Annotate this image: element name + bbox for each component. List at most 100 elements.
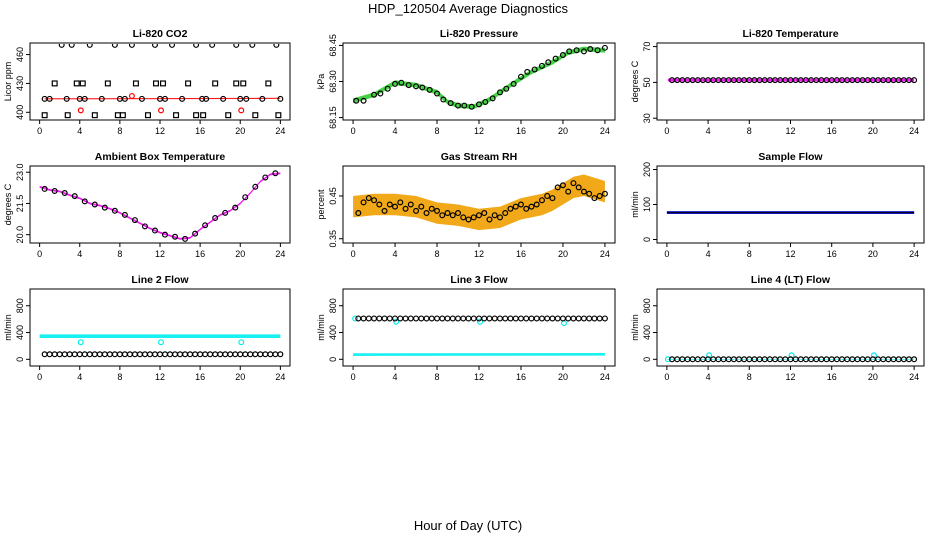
data-point bbox=[392, 80, 399, 87]
data-point bbox=[570, 315, 577, 322]
data-point bbox=[212, 215, 219, 222]
data-point bbox=[570, 180, 577, 187]
data-point bbox=[243, 95, 250, 102]
data-point bbox=[240, 80, 247, 87]
data-point bbox=[151, 227, 158, 234]
data-point bbox=[591, 315, 598, 322]
data-point bbox=[502, 315, 509, 322]
x-tick-label: 24 bbox=[600, 126, 610, 136]
data-point bbox=[460, 315, 467, 322]
data-point bbox=[151, 351, 158, 358]
chart-title: Line 4 (LT) Flow bbox=[751, 274, 831, 286]
data-point bbox=[227, 351, 234, 358]
chart-panel: 0 4 8 12 16 20 24 20.0 21.5 23.0 Ambient Box Tempe… bbox=[3, 151, 291, 259]
series-band bbox=[353, 174, 605, 231]
x-tick-label: 4 bbox=[77, 126, 82, 136]
data-point bbox=[51, 80, 58, 87]
data-point bbox=[141, 351, 148, 358]
data-point bbox=[465, 216, 472, 223]
data-point bbox=[580, 188, 587, 195]
y-axis-label: ml/min bbox=[630, 314, 640, 341]
data-point bbox=[544, 192, 551, 199]
data-point bbox=[169, 44, 176, 48]
data-point bbox=[496, 89, 503, 96]
data-point bbox=[262, 351, 269, 358]
data-layer bbox=[352, 315, 608, 356]
data-point bbox=[207, 351, 214, 358]
series-band bbox=[39, 172, 281, 240]
x-tick-label: 24 bbox=[275, 372, 285, 382]
data-point bbox=[277, 95, 284, 102]
data-point bbox=[158, 339, 165, 346]
data-point bbox=[91, 201, 98, 208]
y-axis-label: percent bbox=[316, 189, 326, 220]
data-point bbox=[257, 351, 264, 358]
x-tick-label: 16 bbox=[827, 372, 837, 382]
x-tick-label: 0 bbox=[351, 372, 356, 382]
data-point bbox=[86, 44, 93, 48]
data-point bbox=[220, 95, 227, 102]
x-tick-label: 16 bbox=[516, 372, 526, 382]
data-point bbox=[185, 80, 192, 87]
data-point bbox=[533, 315, 540, 322]
series-band bbox=[353, 352, 605, 356]
data-point bbox=[121, 95, 128, 102]
data-point bbox=[81, 351, 88, 358]
data-point bbox=[61, 351, 68, 358]
data-point bbox=[167, 351, 174, 358]
data-point bbox=[402, 315, 409, 322]
data-point bbox=[523, 315, 530, 322]
data-point bbox=[352, 315, 359, 322]
data-point bbox=[182, 235, 189, 242]
data-point bbox=[182, 351, 189, 358]
data-point bbox=[565, 315, 572, 322]
data-point bbox=[482, 98, 489, 105]
data-point bbox=[111, 207, 118, 214]
y-tick-label: 0 bbox=[642, 357, 652, 362]
data-point bbox=[468, 103, 475, 110]
data-point bbox=[449, 212, 456, 219]
data-point bbox=[393, 318, 400, 325]
data-point bbox=[41, 351, 48, 358]
data-point bbox=[601, 44, 608, 51]
x-tick-label: 0 bbox=[37, 249, 42, 259]
data-point bbox=[461, 102, 468, 109]
data-point bbox=[491, 315, 498, 322]
data-point bbox=[465, 315, 472, 322]
chart-title: Line 3 Flow bbox=[450, 274, 508, 286]
x-tick-label: 4 bbox=[393, 249, 398, 259]
data-point bbox=[81, 198, 88, 205]
data-point bbox=[664, 356, 671, 363]
data-point bbox=[360, 315, 367, 322]
data-point bbox=[202, 351, 209, 358]
data-point bbox=[544, 315, 551, 322]
x-tick-label: 8 bbox=[747, 249, 752, 259]
x-tick-label: 8 bbox=[117, 372, 122, 382]
data-point bbox=[573, 47, 580, 54]
data-layer bbox=[353, 174, 608, 231]
x-tick-label: 16 bbox=[516, 249, 526, 259]
y-tick-label: 0.45 bbox=[328, 187, 338, 205]
data-point bbox=[138, 95, 145, 102]
data-point bbox=[601, 315, 608, 322]
data-point bbox=[419, 84, 426, 91]
data-point bbox=[531, 66, 538, 73]
data-point bbox=[587, 46, 594, 53]
x-tick-label: 8 bbox=[747, 126, 752, 136]
data-point bbox=[233, 44, 240, 48]
data-point bbox=[81, 95, 88, 102]
x-tick-label: 24 bbox=[909, 126, 919, 136]
data-point bbox=[86, 351, 93, 358]
y-axis-label: kPa bbox=[316, 74, 326, 90]
y-tick-label: 800 bbox=[15, 298, 25, 313]
data-point bbox=[203, 95, 210, 102]
data-point bbox=[252, 183, 259, 190]
y-axis-label: ml/min bbox=[316, 314, 326, 341]
data-point bbox=[512, 315, 519, 322]
data-point bbox=[545, 59, 552, 66]
data-point bbox=[549, 315, 556, 322]
chart-panel: 0 4 8 12 16 20 24 400 430 460 Li-820 CO2 Licor ppm bbox=[3, 28, 291, 136]
y-tick-label: 400 bbox=[15, 325, 25, 340]
data-point bbox=[41, 185, 48, 192]
